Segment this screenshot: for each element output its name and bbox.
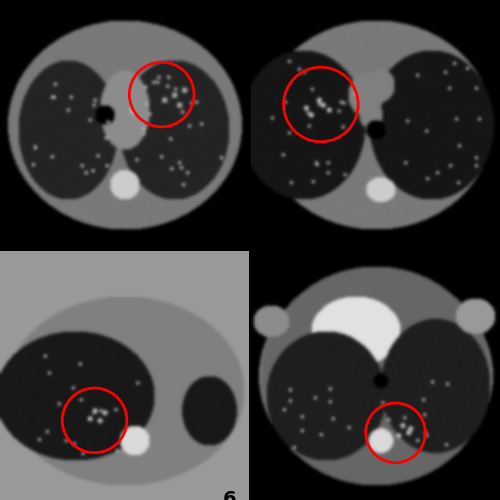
Text: 6: 6 (222, 490, 236, 500)
Text: 13: 13 (209, 239, 236, 258)
Text: 10: 10 (460, 239, 487, 258)
Text: 2: 2 (474, 490, 488, 500)
